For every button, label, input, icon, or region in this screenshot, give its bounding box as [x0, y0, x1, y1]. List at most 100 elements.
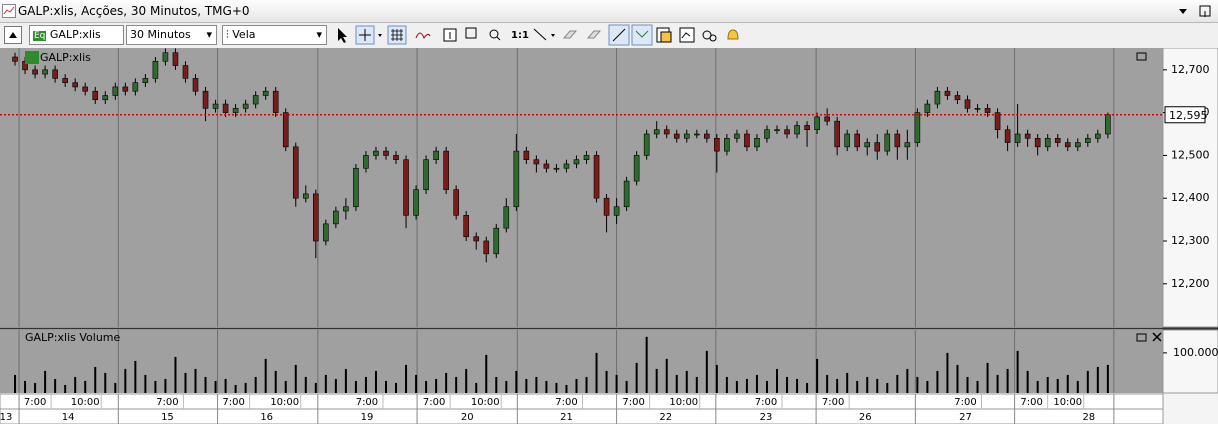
volume-bar: [144, 374, 147, 393]
volume-bar: [856, 380, 859, 393]
volume-bar: [94, 366, 97, 393]
volume-bar: [324, 374, 327, 393]
style-select[interactable]: ⫶ Vela ▾: [222, 25, 327, 45]
y-tick-label: 100.000: [1173, 346, 1218, 359]
candle-body: [964, 99, 971, 109]
volume-bar: [1046, 376, 1049, 393]
volume-bar: [996, 374, 999, 393]
candle-body: [32, 69, 38, 75]
volume-bar: [846, 372, 849, 393]
candle-body: [764, 129, 770, 139]
volume-bar: [796, 378, 799, 393]
volume-bar: [525, 378, 528, 393]
candle-body: [553, 167, 560, 170]
volume-bar: [936, 370, 939, 393]
volume-bar: [836, 378, 839, 393]
volume-bar: [465, 368, 468, 393]
pane-maximize: [1136, 52, 1147, 61]
y-tick-label: 12,500: [1171, 148, 1210, 161]
volume-bar: [575, 378, 578, 393]
volume-bar: [475, 382, 478, 393]
day-label: 20: [461, 412, 474, 423]
candle-body: [1074, 142, 1081, 148]
candle-body: [62, 78, 68, 83]
volume-bar: [314, 382, 317, 393]
tool-icons[interactable]: 1:1: [332, 23, 752, 47]
candle-body: [493, 227, 500, 255]
candle-body: [824, 116, 830, 122]
candle-body: [453, 189, 459, 216]
candle-body: [1105, 114, 1111, 135]
candle-body: [844, 133, 850, 148]
volume-bar: [896, 374, 899, 393]
candle-body: [162, 52, 169, 62]
volume-bar: [1006, 368, 1009, 393]
pane-background: [0, 330, 1163, 393]
candle-body: [954, 95, 961, 101]
x-tick-label: 7:00: [423, 397, 445, 408]
symbol-field[interactable]: Eq GALP:xlis: [29, 25, 124, 45]
volume-bar: [1016, 350, 1019, 393]
day-label: 14: [62, 412, 75, 423]
volume-bar: [866, 376, 869, 393]
candle-body: [132, 82, 139, 92]
volume-bar: [776, 368, 779, 393]
volume-bar: [254, 376, 257, 393]
candle-body: [944, 90, 951, 96]
x-tick-label: 7:00: [755, 397, 777, 408]
candle-body: [593, 155, 600, 199]
volume-bar: [685, 370, 688, 393]
candle-body: [633, 155, 640, 182]
axis-panel: [1162, 48, 1218, 328]
candle-body: [643, 133, 650, 156]
candle-body: [483, 240, 490, 255]
volume-bar: [585, 376, 588, 393]
volume-bar: [34, 382, 37, 393]
candle-body: [433, 150, 439, 160]
candle-body: [704, 133, 710, 139]
candle-body: [393, 155, 399, 160]
interval-select[interactable]: 30 Minutos ▾: [126, 25, 217, 45]
volume-bar: [615, 374, 618, 393]
candle-body: [72, 82, 78, 88]
volume-bar: [665, 358, 668, 393]
window-controls[interactable]: [1174, 3, 1214, 19]
volume-bar: [344, 368, 347, 393]
volume-bar: [625, 380, 628, 393]
y-tick-label: 12,700: [1171, 63, 1210, 76]
y-tick-label: 12,400: [1171, 191, 1210, 204]
candle-body: [864, 142, 871, 148]
candle-body: [42, 69, 48, 75]
volume-bar: [675, 374, 678, 393]
volume-bar: [104, 372, 107, 393]
candle-body: [894, 133, 901, 148]
candle-body: [82, 86, 89, 92]
x-tick-label: 10:00: [471, 397, 500, 408]
volume-bar: [826, 374, 829, 393]
volume-bar: [705, 350, 708, 393]
candle-body: [202, 90, 209, 109]
volume-bar: [84, 380, 87, 393]
volume-bar: [154, 380, 157, 393]
candle-body: [573, 159, 580, 165]
volume-bar: [244, 382, 247, 393]
candle-body: [1085, 137, 1091, 143]
candle-body: [994, 112, 1001, 131]
window-icon: [2, 4, 16, 18]
volume-bar: [1086, 370, 1089, 393]
day-label: 28: [1082, 412, 1095, 423]
x-tick-label: 10:00: [71, 397, 100, 408]
candle-body: [313, 193, 319, 242]
candle-body: [222, 103, 229, 113]
volume-bar: [374, 370, 377, 393]
candle-body: [292, 146, 299, 199]
pane-title: GALP:xlis Volume: [25, 331, 121, 344]
candle-body: [523, 150, 530, 160]
volume-bar: [956, 364, 959, 393]
day-label: 27: [959, 412, 972, 423]
x-tick-label: 7:00: [1020, 397, 1042, 408]
collapse-button[interactable]: [4, 26, 22, 44]
candle-body: [784, 129, 790, 135]
interval: 30 Minutos: [130, 28, 191, 41]
volume-bar: [735, 380, 738, 393]
